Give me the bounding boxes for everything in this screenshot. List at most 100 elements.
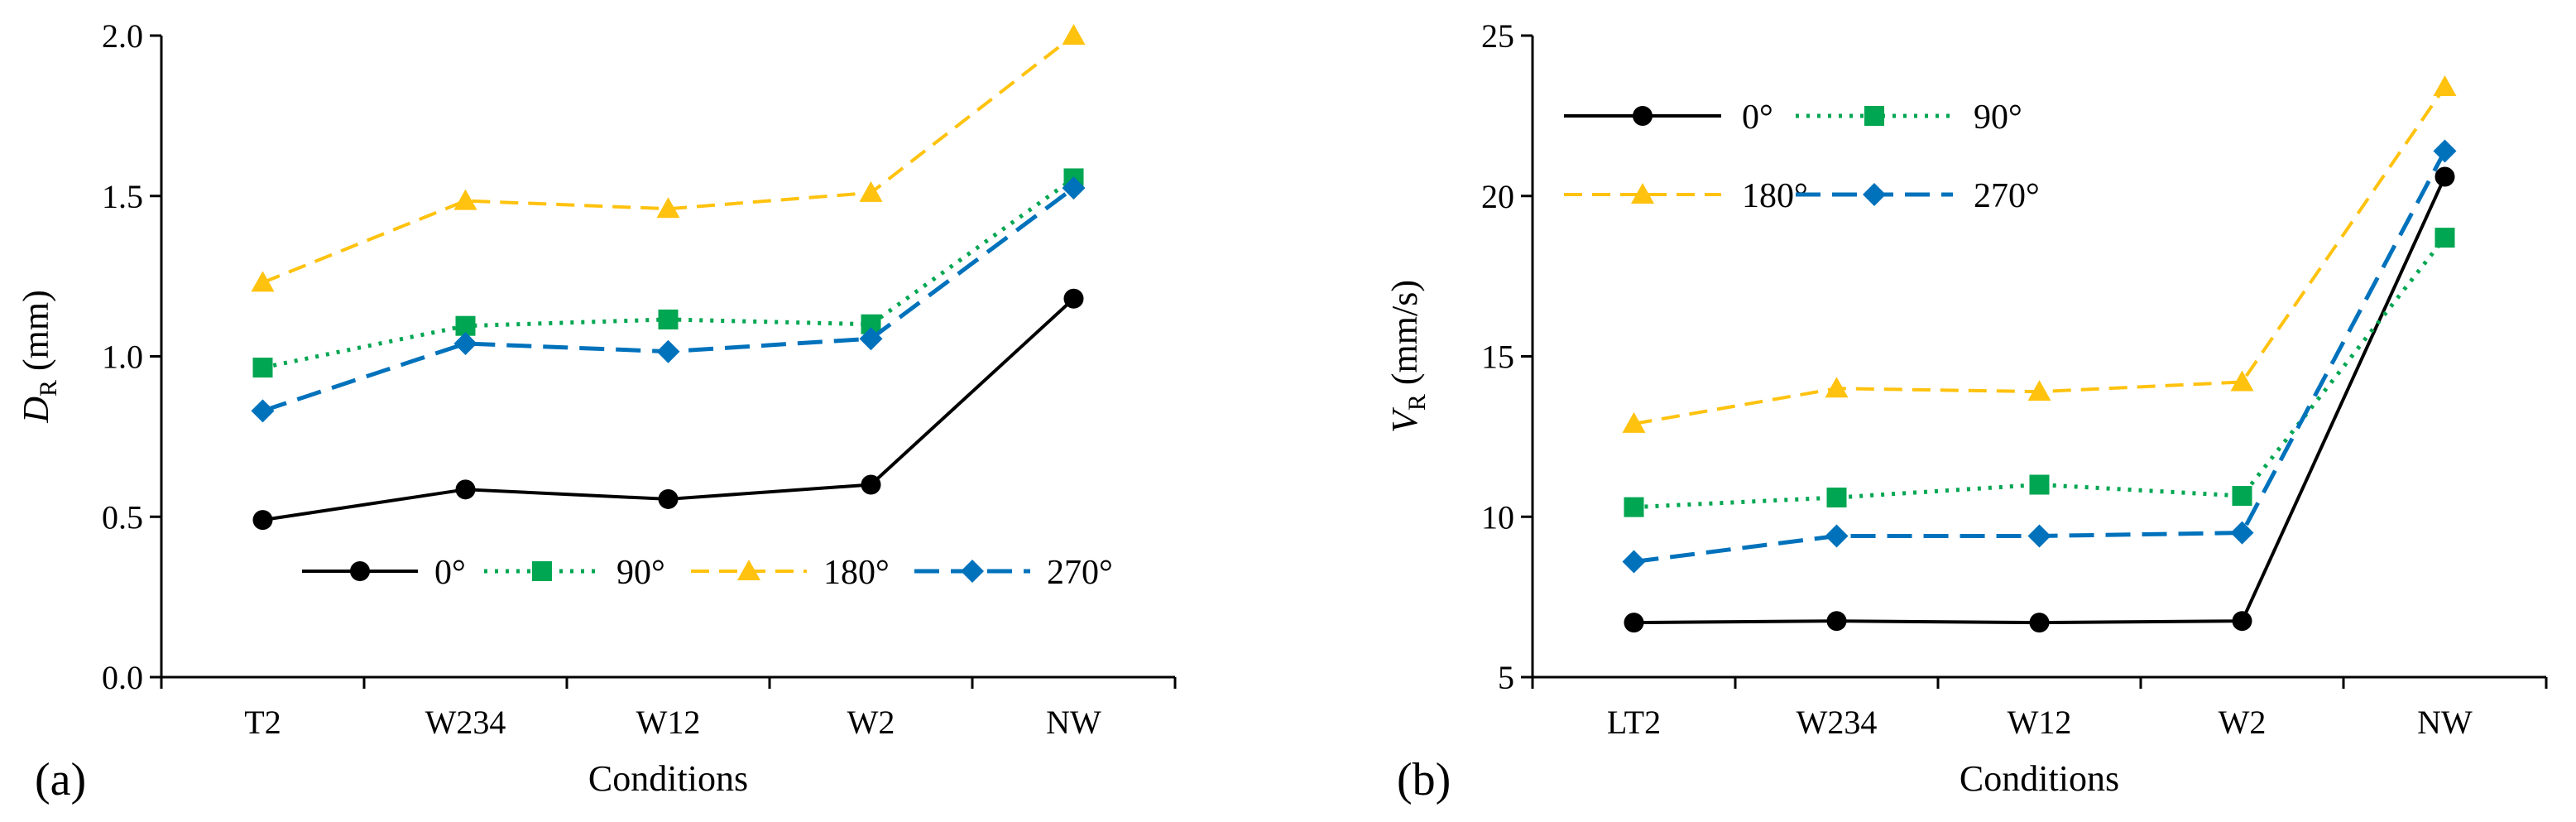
y-tick-label: 20 (1481, 178, 1514, 215)
legend-item-180-deg: 180° (1564, 177, 1808, 215)
y-tick-label: 15 (1481, 339, 1514, 376)
data-point (859, 327, 883, 351)
series-line (261, 186, 1075, 413)
data-point (1624, 613, 1644, 633)
legend-label: 0° (434, 554, 466, 592)
data-point (2232, 486, 2252, 507)
series-0-deg (252, 288, 1084, 531)
y-axis-title-subscript: R (1403, 394, 1431, 411)
y-axis-title-symbol: V (1384, 406, 1425, 433)
data-point (2029, 474, 2050, 495)
data-point (1622, 550, 1646, 574)
series-90-deg (252, 168, 1084, 378)
legend-marker (1631, 183, 1654, 204)
y-axis-title-unit: (mm/s) (1384, 280, 1425, 394)
x-axis-title: Conditions (1960, 758, 2119, 799)
data-point (1063, 288, 1084, 309)
y-axis-title: DR (mm) (16, 290, 62, 424)
legend-item-0-deg: 0° (302, 554, 466, 592)
legend-item-180-deg: 180° (691, 554, 890, 592)
legend-marker (1864, 106, 1884, 126)
data-point (2433, 139, 2457, 163)
legend-item-270-deg: 270° (1796, 177, 2040, 215)
y-tick-label: 0.5 (102, 498, 143, 536)
series-line (261, 34, 1075, 285)
legend-marker (350, 561, 370, 581)
data-point (251, 399, 275, 423)
legend-label: 90° (616, 554, 665, 592)
x-tick-label: LT2 (1607, 704, 1661, 741)
legend-item-90-deg: 90° (484, 554, 665, 592)
data-point (2232, 611, 2252, 632)
legend-marker (961, 560, 984, 583)
y-axis-title-unit: (mm) (16, 290, 56, 380)
data-point (2434, 166, 2455, 187)
data-point (1622, 411, 1646, 433)
data-point (2027, 380, 2051, 401)
legend-label: 90° (1974, 99, 2022, 137)
data-point (1624, 497, 1644, 517)
data-point (1062, 24, 1086, 45)
y-axis-title-symbol: D (16, 397, 56, 424)
y-tick-label: 0.0 (102, 659, 143, 696)
x-tick-label: W2 (847, 704, 895, 741)
legend-label: 270° (1974, 177, 2040, 215)
data-point (859, 180, 883, 202)
series-270-deg (1622, 139, 2457, 574)
data-point (2230, 521, 2254, 545)
data-point (252, 358, 273, 378)
chart-panel-b: 5 10 15 20 25 LT2 W234 W12 W2 NW Conditions VR (mm/… (1384, 17, 2548, 805)
data-point (658, 309, 679, 329)
chart-panel-a: 0.0 0.5 1.0 1.5 2.0 T2 W234 W12 W2 NW Conditions DR… (16, 17, 1177, 805)
y-axis-title-subscript: R (35, 380, 62, 397)
series-180-deg (251, 24, 1086, 292)
data-point (1825, 524, 1849, 548)
x-tick-label: W234 (425, 704, 506, 741)
data-point (1062, 176, 1086, 200)
x-tick-label: T2 (244, 704, 281, 741)
data-point (656, 339, 680, 363)
data-point (453, 332, 477, 355)
panel-label: (a) (35, 754, 86, 805)
legend-marker (737, 560, 760, 580)
data-point (656, 197, 680, 219)
series-line (1633, 236, 2447, 510)
y-tick-label: 2.0 (102, 17, 143, 55)
data-point (1825, 377, 1849, 398)
legend-label: 270° (1047, 554, 1113, 592)
x-tick-label: W2 (2219, 704, 2267, 741)
data-point (861, 474, 881, 495)
x-tick-label: W12 (636, 704, 701, 741)
series-0-deg (1624, 166, 2455, 633)
x-tick-label: NW (2417, 704, 2473, 741)
data-point (1826, 488, 1847, 507)
data-point (252, 510, 273, 531)
y-axis-title: VR (mm/s) (1384, 280, 1431, 433)
legend-item-270-deg: 270° (914, 554, 1113, 592)
data-point (2027, 524, 2051, 548)
x-tick-label: W12 (2008, 704, 2072, 741)
data-point (2434, 228, 2455, 248)
legend-label: 180° (823, 554, 890, 592)
data-point (455, 479, 476, 500)
series-180-deg (1622, 75, 2457, 433)
data-point (2433, 75, 2457, 96)
data-point (658, 488, 679, 509)
series-90-deg (1624, 228, 2455, 517)
series-270-deg (251, 176, 1086, 423)
y-tick-label: 25 (1481, 17, 1514, 55)
x-tick-label: NW (1046, 704, 1101, 741)
y-tick-label: 1.5 (102, 178, 143, 215)
x-tick-label: W234 (1796, 704, 1878, 741)
legend-label: 0° (1742, 99, 1773, 137)
series-line (1633, 85, 2447, 425)
data-point (251, 271, 275, 292)
x-axis-title: Conditions (588, 758, 748, 799)
legend-item-90-deg: 90° (1796, 99, 2022, 137)
y-tick-label: 1.0 (102, 339, 143, 376)
y-tick-label: 5 (1498, 659, 1514, 696)
legend-marker (532, 561, 552, 581)
data-point (2230, 370, 2254, 392)
legend-marker (1633, 106, 1653, 126)
